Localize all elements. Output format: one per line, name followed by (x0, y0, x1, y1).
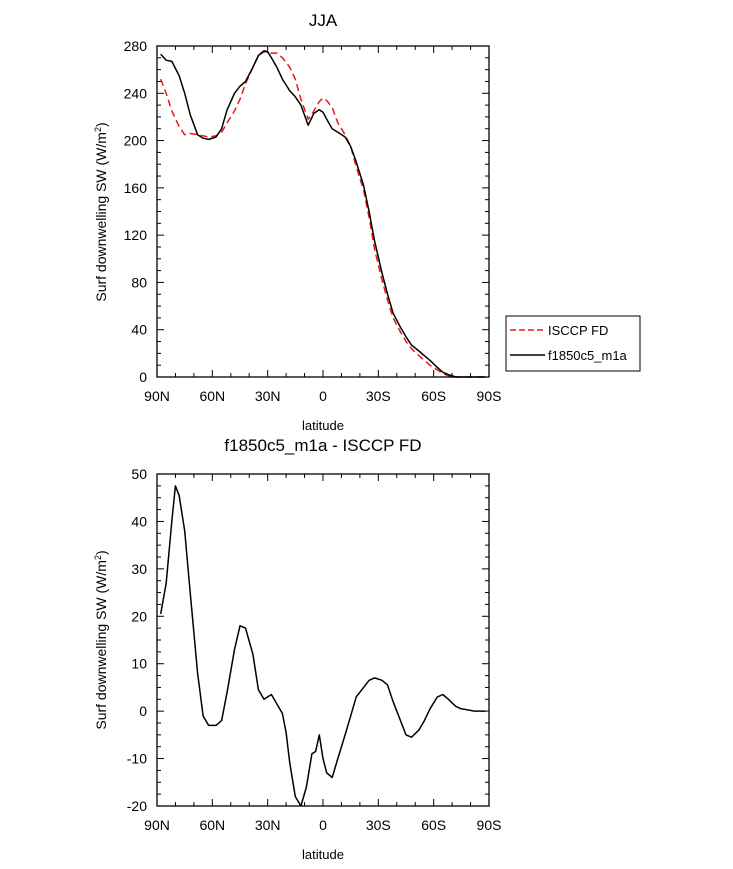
bottom-x-tick-label-6: 90S (477, 817, 502, 833)
top-chart-marks (160, 49, 486, 378)
top-x-tick-label-4: 30S (366, 388, 391, 404)
top-plot-frame (156, 45, 490, 378)
legend-box (505, 315, 641, 372)
bottom-x-tick-label-4: 30S (366, 817, 391, 833)
top-x-tick-label-5: 60S (421, 388, 446, 404)
top-panel: JJA 90N 60N 30N 0 30S 60S 90S 0 40 80 120 160 200 240… (93, 11, 501, 433)
bottom-y-tick-label-5: 30 (131, 561, 147, 577)
bottom-series-line-0 (159, 485, 486, 807)
bottom-x-tick-label-5: 60S (421, 817, 446, 833)
top-y-tick-label-3: 120 (124, 227, 148, 243)
top-y-tick-label-0: 0 (139, 369, 147, 385)
top-y-tick-label-2: 80 (131, 274, 147, 290)
top-x-tick-label-2: 30N (255, 388, 281, 404)
bottom-y-tick-label-0: -20 (127, 798, 147, 814)
top-y-tick-label-5: 200 (124, 133, 148, 149)
bottom-y-tick-label-4: 20 (131, 608, 147, 624)
bottom-panel: f1850c5_m1a - ISCCP FD 90N 60N 30N 0 30S 60S 9… (93, 436, 501, 862)
top-y-tick-label-7: 280 (124, 38, 148, 54)
bottom-y-tick-label-6: 40 (131, 513, 147, 529)
legend: ISCCP FD f1850c5_m1a (505, 315, 641, 372)
legend-label-model: f1850c5_m1a (548, 348, 628, 363)
top-y-tick-label-4: 160 (124, 180, 148, 196)
top-x-tick-label-6: 90S (477, 388, 502, 404)
top-x-tick-label-1: 60N (199, 388, 225, 404)
bottom-x-axis-label: latitude (302, 847, 344, 862)
bottom-y-tick-label-2: 0 (139, 703, 147, 719)
bottom-x-tick-label-3: 0 (319, 817, 327, 833)
top-chart-title: JJA (309, 11, 338, 30)
top-y-axis-label: Surf downwelling SW (W/m2) (93, 122, 109, 301)
top-y-tick-label-1: 40 (131, 322, 147, 338)
bottom-chart-marks (159, 485, 486, 807)
bottom-x-tick-label-2: 30N (255, 817, 281, 833)
top-x-tick-label-0: 90N (144, 388, 170, 404)
bottom-chart-ticks: 90N 60N 30N 0 30S 60S 90S -20 -10 0 10 20 30 40 50 (127, 466, 502, 833)
bottom-chart-title: f1850c5_m1a - ISCCP FD (224, 436, 421, 455)
bottom-y-tick-label-1: -10 (127, 751, 147, 767)
top-x-axis-label: latitude (302, 418, 344, 433)
top-series-line-1 (160, 49, 486, 378)
legend-label-isccp: ISCCP FD (548, 323, 608, 338)
top-chart-ticks: 90N 60N 30N 0 30S 60S 90S 0 40 80 120 160 200 240 280 (124, 38, 502, 404)
bottom-x-tick-label-0: 90N (144, 817, 170, 833)
top-series-line-0 (160, 51, 486, 378)
bottom-y-axis-label: Surf downwelling SW (W/m2) (93, 550, 109, 729)
bottom-y-tick-label-3: 10 (131, 656, 147, 672)
bottom-x-tick-label-1: 60N (199, 817, 225, 833)
bottom-y-tick-label-7: 50 (131, 466, 147, 482)
top-x-tick-label-3: 0 (319, 388, 327, 404)
top-y-tick-label-6: 240 (124, 85, 148, 101)
